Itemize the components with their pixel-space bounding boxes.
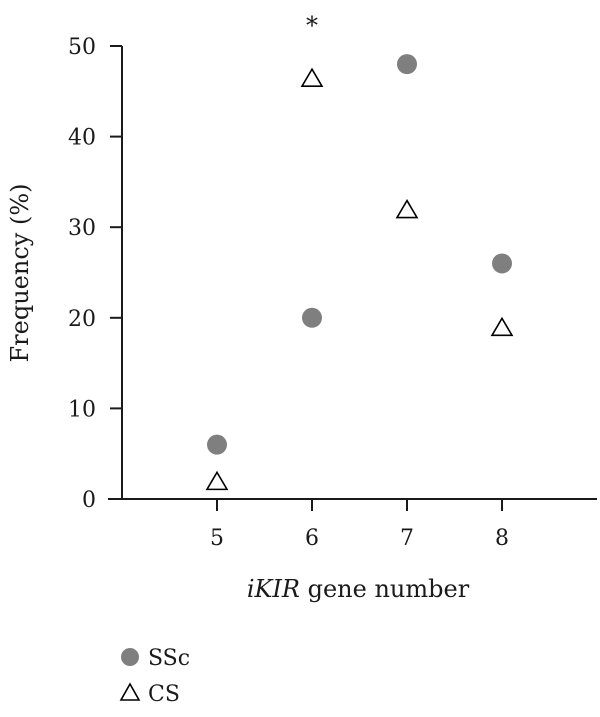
plot-points (205, 54, 514, 491)
data-point-cs (300, 67, 324, 88)
legend-label-ssc: SSc (148, 646, 190, 671)
data-point-ssc (492, 253, 512, 274)
y-ticks: 0 10 20 30 40 50 (68, 35, 122, 513)
data-point-cs (490, 316, 514, 337)
data-point-cs (395, 199, 419, 219)
data-point-ssc (302, 307, 322, 328)
legend-item-ssc: SSc (121, 646, 190, 671)
x-tick-label: 6 (305, 526, 319, 551)
data-point-ssc (397, 54, 417, 75)
data-point-cs (205, 470, 229, 491)
legend: SSc CS (119, 646, 190, 707)
x-axis-title: iKIR gene number (247, 575, 470, 603)
legend-label-cs: CS (148, 682, 180, 707)
y-tick-label: 40 (68, 126, 96, 151)
y-tick-label: 0 (82, 488, 96, 513)
legend-marker-cs (119, 682, 141, 701)
x-ticks: 5 6 7 8 (210, 499, 509, 551)
x-tick-label: 8 (495, 526, 509, 551)
x-axis-title-italic: iKIR (247, 575, 300, 603)
x-axis-title-rest: gene number (300, 575, 470, 603)
y-tick-label: 10 (68, 397, 96, 422)
axes: 0 10 20 30 40 50 5 6 7 8 (68, 35, 597, 551)
y-tick-label: 30 (68, 216, 96, 241)
significance-asterisk: * (306, 11, 318, 39)
y-axis-title: Frequency (%) (6, 184, 34, 363)
annotations: * (306, 11, 318, 39)
x-tick-label: 5 (210, 526, 224, 551)
x-tick-label: 7 (400, 526, 414, 551)
data-point-ssc (207, 434, 227, 455)
y-tick-label: 20 (68, 307, 96, 332)
legend-marker-ssc (121, 648, 139, 666)
legend-item-cs: CS (119, 682, 180, 707)
y-tick-label: 50 (68, 35, 96, 60)
